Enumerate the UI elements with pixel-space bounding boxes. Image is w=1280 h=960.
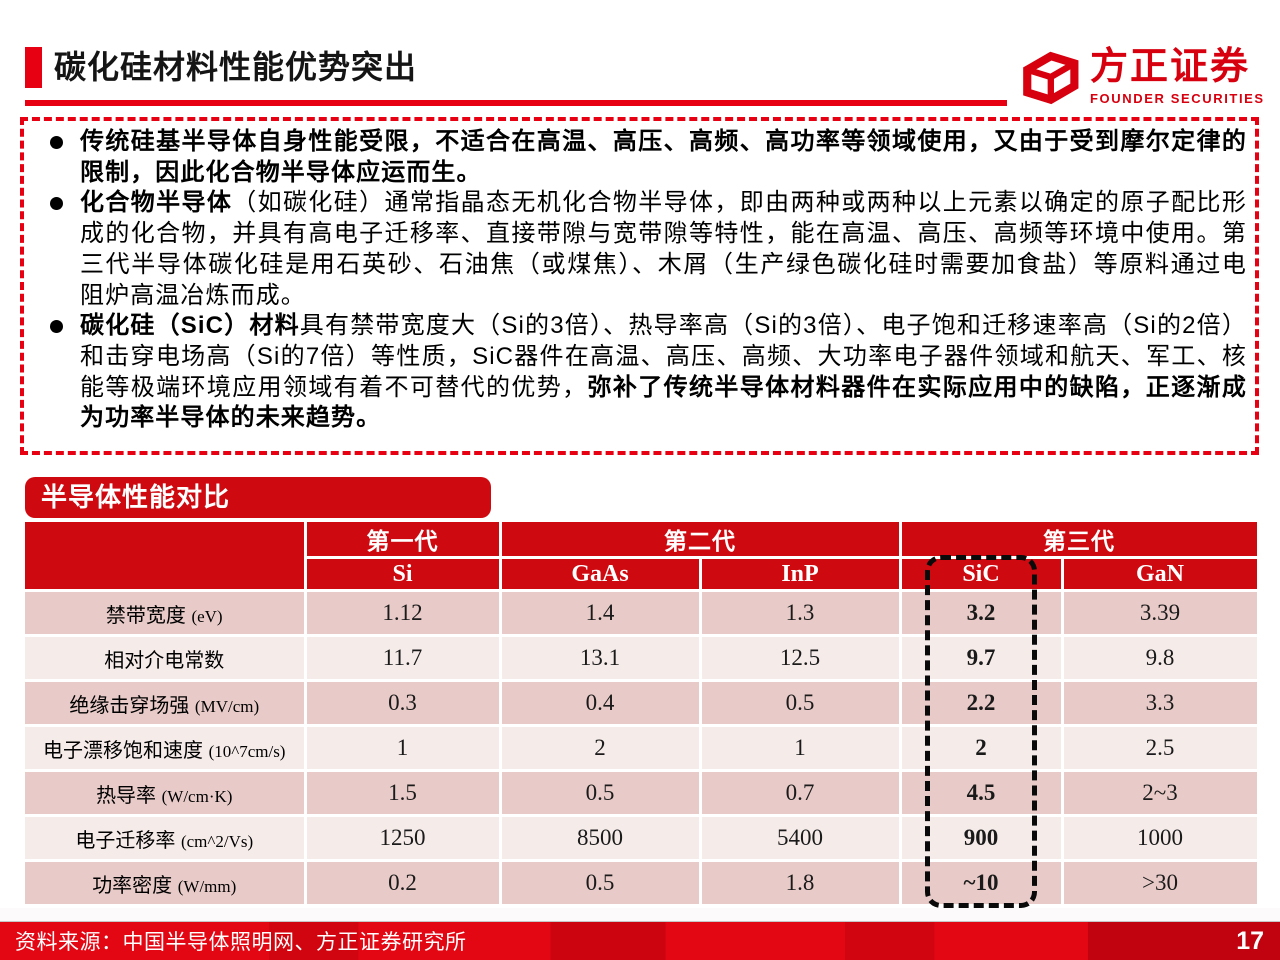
title-underline — [25, 100, 1007, 106]
bullet-item: 碳化硅（SiC）材料具有禁带宽度大（Si的3倍）、热导率高（Si的3倍）、电子饱… — [50, 311, 1247, 434]
value-cell-inp: 5400 — [700, 815, 902, 862]
bullet-text-segment: 碳化硅（SiC）材料 — [80, 312, 300, 340]
value-cell-sic: 4.5 — [900, 770, 1064, 817]
page-number: 17 — [1236, 927, 1264, 955]
value-cell-si: 1250 — [305, 815, 502, 862]
value-cell-sic: ~10 — [900, 860, 1064, 907]
bullet-text-segment: 化合物半导体 — [80, 189, 233, 217]
value-cell-gan: 2~3 — [1062, 770, 1260, 817]
value-cell-gaas: 1.4 — [500, 590, 702, 637]
logo-name-en: FOUNDER SECURITIES — [1090, 90, 1265, 106]
value-cell-sic: 2.2 — [900, 680, 1064, 727]
bullet-box: 传统硅基半导体自身性能受限，不适合在高温、高压、高频、高功率等领域使用，又由于受… — [20, 117, 1259, 455]
row-label: 禁带宽度 (eV) — [25, 590, 307, 637]
corner-cell — [25, 522, 307, 592]
value-cell-inp: 1.8 — [700, 860, 902, 907]
material-header-gan: GaN — [1062, 557, 1260, 592]
value-cell-gaas: 0.4 — [500, 680, 702, 727]
value-cell-sic: 900 — [900, 815, 1064, 862]
gen-header-3: 第三代 — [900, 522, 1260, 559]
value-cell-sic: 3.2 — [900, 590, 1064, 637]
value-cell-gan: 9.8 — [1062, 635, 1260, 682]
bullet-text-segment: 具有禁带宽度大（Si的3倍）、热导率高（Si的3倍）、电子饱和迁移速率高（Si的… — [80, 312, 1247, 401]
value-cell-inp: 0.5 — [700, 680, 902, 727]
value-cell-si: 0.2 — [305, 860, 502, 907]
value-cell-inp: 0.7 — [700, 770, 902, 817]
value-cell-gan: 2.5 — [1062, 725, 1260, 772]
material-header-inp: InP — [700, 557, 902, 592]
performance-table: 第一代 第二代 第三代 Si GaAs InP SiC GaN 禁带宽度 (eV… — [25, 522, 1260, 907]
value-cell-gan: 3.39 — [1062, 590, 1260, 637]
row-label: 相对介电常数 — [25, 635, 307, 682]
table-row: 电子漂移饱和速度 (10^7cm/s) 1 2 1 2 2.5 — [25, 725, 1260, 772]
source-note: 资料来源：中国半导体照明网、方正证券研究所 — [15, 931, 467, 954]
table-row: 功率密度 (W/mm) 0.2 0.5 1.8 ~10 >30 — [25, 860, 1260, 907]
value-cell-gaas: 0.5 — [500, 770, 702, 817]
material-header-si: Si — [305, 557, 502, 592]
bullet-item: 传统硅基半导体自身性能受限，不适合在高温、高压、高频、高功率等领域使用，又由于受… — [50, 127, 1247, 188]
bullet-item: 化合物半导体（如碳化硅）通常指晶态无机化合物半导体，即由两种或两种以上元素以确定… — [50, 188, 1248, 311]
bullet-text-segment: 弥补了传统半导体材料器件在实际应用中的缺陷，正逐渐成为功率半导体的未来趋势。 — [80, 373, 1247, 432]
table-row: 热导率 (W/cm·K) 1.5 0.5 0.7 4.5 2~3 — [25, 770, 1260, 817]
company-logo: 方正证券 FOUNDER SECURITIES — [1016, 46, 1265, 106]
value-cell-gan: 1000 — [1062, 815, 1260, 862]
footer-bar: 资料来源：中国半导体照明网、方正证券研究所 17 — [0, 922, 1280, 960]
value-cell-gan: >30 — [1062, 860, 1260, 907]
logo-text: 方正证券 FOUNDER SECURITIES — [1090, 46, 1265, 106]
value-cell-gan: 3.3 — [1062, 680, 1260, 727]
table-row: 禁带宽度 (eV) 1.12 1.4 1.3 3.2 3.39 — [25, 590, 1260, 637]
bullet-text-segment: （如碳化硅）通常指晶态无机化合物半导体，即由两种或两种以上元素以确定的原子配比形… — [80, 189, 1248, 309]
table-row: 相对介电常数 11.7 13.1 12.5 9.7 9.8 — [25, 635, 1260, 682]
page-title: 碳化硅材料性能优势突出 — [54, 49, 418, 85]
footer-divider — [0, 908, 1280, 922]
table-badge: 半导体性能对比 — [25, 477, 491, 518]
row-label: 绝缘击穿场强 (MV/cm) — [25, 680, 307, 727]
value-cell-gaas: 8500 — [500, 815, 702, 862]
material-header-sic: SiC — [900, 557, 1064, 592]
gen-header-1: 第一代 — [305, 522, 502, 559]
title-accent-bar — [25, 47, 42, 88]
value-cell-gaas: 13.1 — [500, 635, 702, 682]
value-cell-si: 1.5 — [305, 770, 502, 817]
table-badge-label: 半导体性能对比 — [41, 482, 231, 512]
value-cell-sic: 2 — [900, 725, 1064, 772]
row-label: 电子漂移饱和速度 (10^7cm/s) — [25, 725, 307, 772]
value-cell-inp: 1.3 — [700, 590, 902, 637]
value-cell-si: 1.12 — [305, 590, 502, 637]
bullet-list: 传统硅基半导体自身性能受限，不适合在高温、高压、高频、高功率等领域使用，又由于受… — [24, 125, 1255, 434]
value-cell-si: 0.3 — [305, 680, 502, 727]
row-label: 功率密度 (W/mm) — [25, 860, 307, 907]
row-label: 热导率 (W/cm·K) — [25, 770, 307, 817]
table-body: 禁带宽度 (eV) 1.12 1.4 1.3 3.2 3.39 相对介电常数 11.7 13.1… — [25, 590, 1260, 907]
gen-header-2: 第二代 — [500, 522, 902, 559]
value-cell-inp: 1 — [700, 725, 902, 772]
table-row: 电子迁移率 (cm^2/Vs) 1250 8500 5400 900 1000 — [25, 815, 1260, 862]
value-cell-sic: 9.7 — [900, 635, 1064, 682]
logo-cube-icon — [1023, 51, 1079, 105]
value-cell-inp: 12.5 — [700, 635, 902, 682]
value-cell-gaas: 0.5 — [500, 860, 702, 907]
bullet-text-segment: 传统硅基半导体自身性能受限，不适合在高温、高压、高频、高功率等领域使用，又由于受… — [80, 128, 1247, 186]
logo-name-cn: 方正证券 — [1090, 46, 1251, 88]
value-cell-gaas: 2 — [500, 725, 702, 772]
material-header-gaas: GaAs — [500, 557, 702, 592]
table-row: 绝缘击穿场强 (MV/cm) 0.3 0.4 0.5 2.2 3.3 — [25, 680, 1260, 727]
row-label: 电子迁移率 (cm^2/Vs) — [25, 815, 307, 862]
value-cell-si: 1 — [305, 725, 502, 772]
value-cell-si: 11.7 — [305, 635, 502, 682]
generation-header-row: 第一代 第二代 第三代 — [25, 522, 1260, 592]
